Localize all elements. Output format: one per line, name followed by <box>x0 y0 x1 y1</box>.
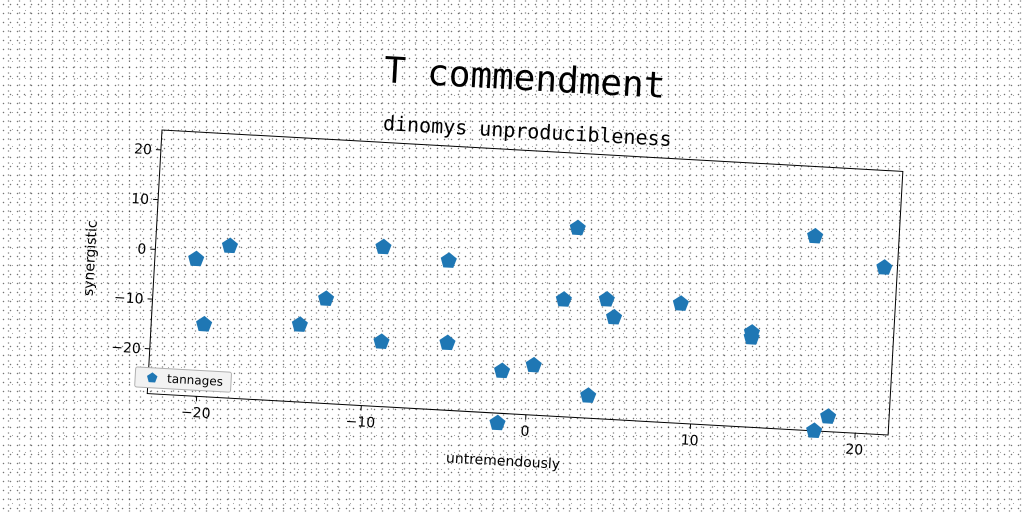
data-point <box>672 295 689 311</box>
x-tick-label: −20 <box>181 405 211 423</box>
plot-area: −20 −10 0 10 20 20 10 0 −10 −20 tannages untremen… <box>81 129 904 473</box>
x-tick-label: 0 <box>520 423 530 439</box>
data-point <box>373 333 390 349</box>
data-point <box>876 259 893 275</box>
y-tick-label: −20 <box>111 340 141 358</box>
data-point <box>318 290 335 306</box>
y-tick-label: −10 <box>114 290 144 308</box>
legend: tannages <box>134 366 232 393</box>
data-points <box>188 219 893 439</box>
data-point <box>743 329 760 345</box>
data-point <box>806 422 823 439</box>
legend-box <box>134 366 232 393</box>
x-tick-label: 20 <box>845 442 864 459</box>
y-tick-label: 10 <box>131 191 150 208</box>
data-point <box>807 227 824 244</box>
data-point <box>489 414 506 431</box>
data-point <box>440 252 457 268</box>
data-point <box>598 291 615 307</box>
data-point <box>820 408 837 424</box>
legend-label: tannages <box>167 372 224 389</box>
data-point <box>196 315 213 332</box>
y-axis-label: synergistic <box>81 220 101 297</box>
plot-frame <box>146 129 904 436</box>
data-point <box>494 362 511 379</box>
data-point <box>569 219 586 236</box>
legend-marker <box>147 372 158 383</box>
data-point <box>221 237 239 254</box>
data-point <box>291 316 308 332</box>
x-tick-label: 10 <box>680 432 699 449</box>
y-tick-label: 0 <box>137 241 147 257</box>
data-point <box>525 356 542 373</box>
data-point <box>439 334 456 351</box>
axis-ticks: −20 −10 0 10 20 20 10 0 −10 −20 <box>111 141 864 459</box>
data-point <box>606 308 623 325</box>
y-tick-label: 20 <box>134 141 153 158</box>
x-tick-label: −10 <box>345 414 375 432</box>
data-point <box>580 387 597 403</box>
chart-title: T commendment <box>383 50 667 107</box>
x-axis-label: untremendously <box>446 450 561 472</box>
data-point <box>375 238 392 255</box>
data-point <box>555 291 572 307</box>
data-point <box>188 250 205 267</box>
